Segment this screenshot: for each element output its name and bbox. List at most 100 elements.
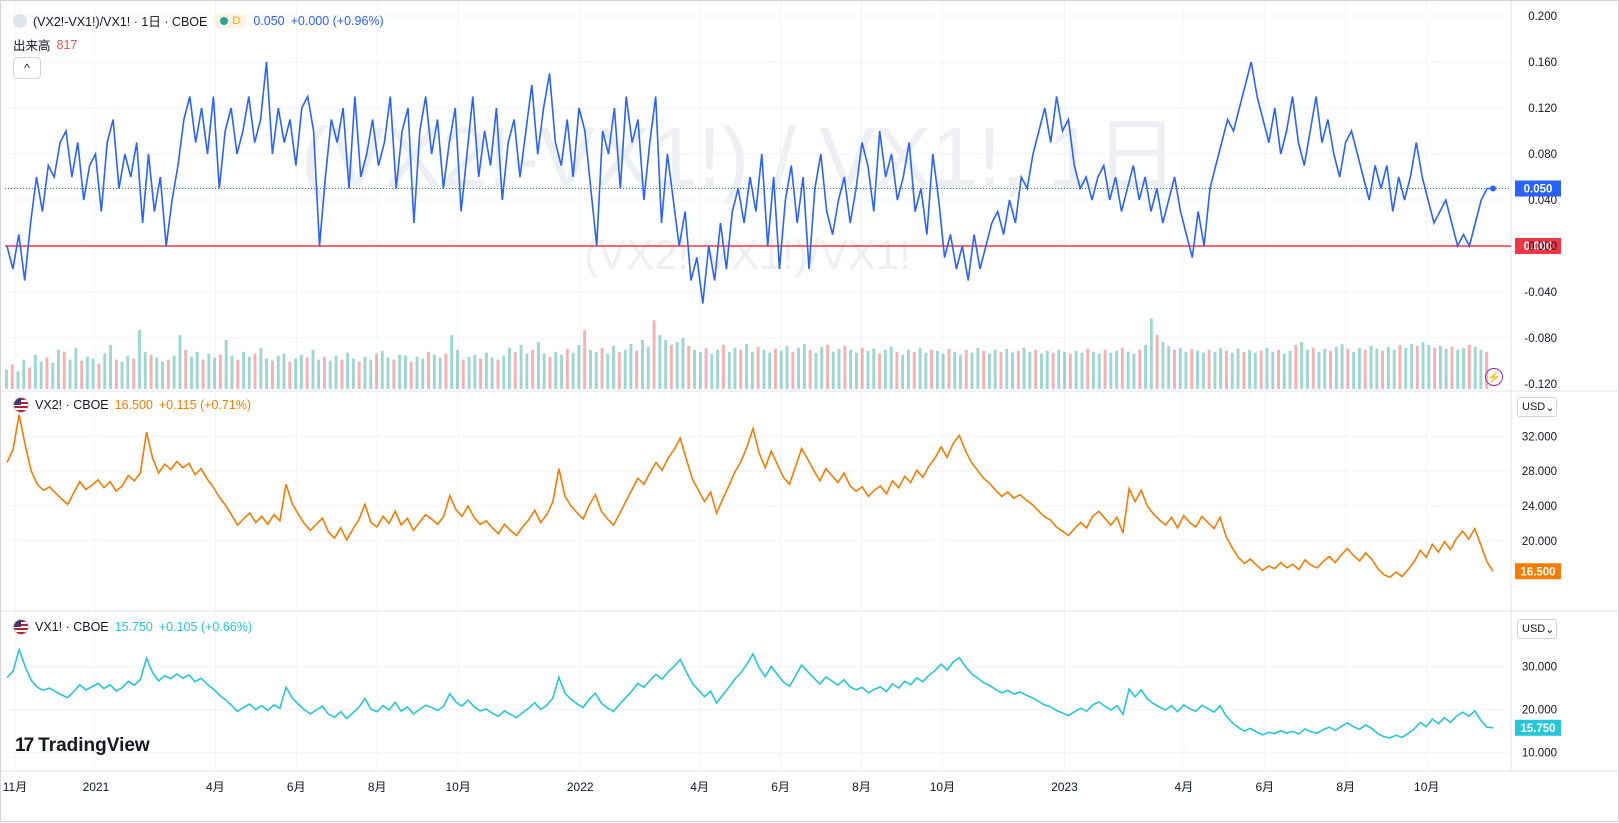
volume-bar xyxy=(1450,346,1454,389)
tradingview-logo[interactable]: 17 TradingView xyxy=(15,735,150,757)
volume-bar xyxy=(883,349,887,389)
volume-bar xyxy=(1288,350,1292,389)
volume-bar xyxy=(138,330,141,389)
vx1-legend[interactable]: VX1! · CBOE 15.750 +0.105 (+0.66%) xyxy=(13,619,252,635)
volume-bar xyxy=(109,344,112,389)
volume-bar xyxy=(334,355,338,389)
volume-bar xyxy=(276,355,280,389)
volume-bar xyxy=(589,349,592,389)
volume-bar xyxy=(722,344,725,389)
volume-bar xyxy=(1086,348,1090,389)
volume-bar xyxy=(935,350,939,389)
vx2-legend[interactable]: VX2! · CBOE 16.500 +0.115 (+0.71%) xyxy=(13,397,251,413)
volume-bar xyxy=(45,357,49,389)
volume-label: 出来高 xyxy=(13,39,51,53)
volume-bar xyxy=(357,361,361,389)
vx2-tick-label: 20.000 xyxy=(1522,536,1557,548)
volume-bar xyxy=(1115,350,1119,389)
vx1-currency-label: USD xyxy=(1522,623,1546,635)
volume-bar xyxy=(16,371,20,389)
volume-bar xyxy=(907,349,910,389)
volume-bar xyxy=(1294,344,1298,389)
volume-bar xyxy=(988,353,991,389)
volume-bar xyxy=(294,358,297,389)
vx2-currency-select[interactable]: USD ⌄ xyxy=(1517,397,1557,417)
volume-bar xyxy=(1439,345,1442,389)
volume-bar xyxy=(1398,344,1402,389)
volume-bar xyxy=(195,351,199,389)
volume-bar xyxy=(1346,348,1350,389)
volume-bar xyxy=(1381,350,1384,389)
last-value-tag xyxy=(1515,180,1561,197)
volume-bar xyxy=(190,356,193,389)
logo-mark: 17 xyxy=(15,735,34,756)
volume-bar xyxy=(161,361,164,389)
vx1-symbol[interactable]: VX1! · CBOE xyxy=(35,620,109,634)
volume-bar xyxy=(548,356,552,389)
lightning-icon[interactable]: ⚡ xyxy=(1485,368,1503,386)
volume-bar xyxy=(1190,348,1194,389)
volume-bar xyxy=(1063,351,1066,389)
volume-bar xyxy=(895,351,899,389)
us-flag-icon xyxy=(13,619,29,635)
volume-bar xyxy=(918,347,922,389)
volume-bar xyxy=(271,360,274,389)
vx1-tick-label: 20.000 xyxy=(1522,705,1557,717)
volume-bar xyxy=(641,340,644,389)
volume-legend[interactable]: 出来高 817 xyxy=(13,35,77,54)
volume-bar xyxy=(1248,349,1252,389)
volume-bar xyxy=(768,352,772,389)
volume-bar xyxy=(80,360,84,389)
volume-bar xyxy=(1132,353,1136,389)
volume-bar xyxy=(531,349,535,389)
vx2-symbol[interactable]: VX2! · CBOE xyxy=(35,398,109,412)
volume-bar xyxy=(74,347,78,389)
volume-bar xyxy=(1097,353,1101,389)
volume-bar xyxy=(1230,352,1234,389)
volume-bar xyxy=(1005,348,1009,389)
volume-bar xyxy=(594,351,598,389)
volume-bar xyxy=(213,357,217,389)
volume-bar xyxy=(1196,350,1199,389)
volume-bar xyxy=(519,344,523,389)
volume-bar xyxy=(120,361,124,389)
volume-bar xyxy=(1201,352,1205,389)
time-axis-label: 6月 xyxy=(287,780,306,794)
volume-bar xyxy=(149,354,153,389)
volume-bar xyxy=(62,351,66,389)
last-value-label: 15.750 xyxy=(1520,723,1555,735)
volume-bar xyxy=(1155,335,1159,389)
vx1-currency-select[interactable]: USD ⌄ xyxy=(1517,619,1557,639)
spread-tick-label: 0.080 xyxy=(1528,149,1557,161)
volume-bar xyxy=(889,346,893,389)
volume-bar xyxy=(427,351,430,389)
time-axis-label: 2021 xyxy=(83,780,110,794)
volume-bar xyxy=(1144,344,1147,389)
volume-bar xyxy=(513,351,517,389)
interval-badge[interactable]: D xyxy=(213,13,248,28)
volume-bar xyxy=(404,355,407,389)
last-value-tag xyxy=(1515,719,1561,736)
volume-bar xyxy=(669,344,673,389)
vx1-change: +0.105 (+0.66%) xyxy=(158,620,252,634)
main-legend[interactable]: (VX2!-VX1!)/VX1! · 1日 · CBOE D 0.050 +0.… xyxy=(13,11,384,30)
volume-bar xyxy=(1167,345,1171,389)
volume-bar xyxy=(1282,353,1286,389)
volume-bar xyxy=(1173,349,1176,389)
vx1-series-line xyxy=(6,646,1494,739)
volume-bar xyxy=(496,359,500,389)
last-value-label: 0.050 xyxy=(1524,184,1553,196)
volume-bar xyxy=(1040,353,1043,389)
volume-bar xyxy=(681,338,685,389)
main-symbol[interactable]: (VX2!-VX1!)/VX1! · 1日 · CBOE xyxy=(33,15,208,29)
volume-bar xyxy=(623,349,627,389)
volume-bar xyxy=(999,351,1003,389)
volume-bar xyxy=(33,354,37,389)
volume-bar xyxy=(565,348,569,389)
volume-bar xyxy=(1392,349,1396,389)
volume-bar xyxy=(328,360,332,389)
collapse-legend-button[interactable]: ^ xyxy=(13,57,41,79)
time-axis-label: 2022 xyxy=(567,780,594,794)
volume-bar xyxy=(288,361,292,389)
